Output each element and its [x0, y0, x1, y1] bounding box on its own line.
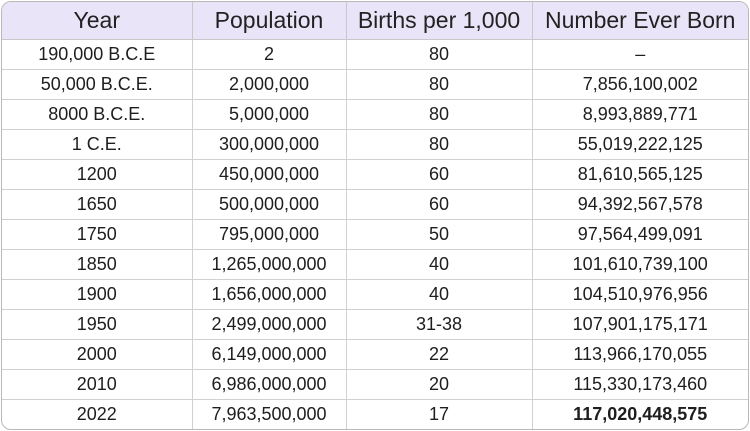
year-cell: 2010 [2, 369, 193, 400]
number-ever-born-cell: 101,610,739,100 [532, 249, 748, 280]
number-ever-born-cell: 117,020,448,575 [573, 404, 708, 424]
number-ever-born-cell: 7,856,100,002 [532, 69, 748, 100]
population-cell: 2 [192, 39, 347, 70]
header-row: Year Population Births per 1,000 Number … [2, 2, 748, 40]
births-cell: 80 [346, 69, 533, 100]
number-ever-born-cell: 97,564,499,091 [532, 219, 748, 250]
births-cell: 17 [346, 399, 533, 429]
population-cell: 2,000,000 [192, 69, 347, 100]
population-cell: 1,656,000,000 [192, 279, 347, 310]
population-cell: 7,963,500,000 [192, 399, 347, 429]
header-year: Year [2, 2, 193, 40]
births-cell: 80 [346, 129, 533, 160]
population-cell: 450,000,000 [192, 159, 347, 190]
table-row: 2010 6,986,000,000 20 115,330,173,460 [2, 369, 748, 400]
population-cell: 1,265,000,000 [192, 249, 347, 280]
year-cell: 8000 B.C.E. [2, 99, 193, 130]
number-ever-born-cell: – [532, 39, 748, 70]
year-cell: 50,000 B.C.E. [2, 69, 193, 100]
table-row: 1200 450,000,000 60 81,610,565,125 [2, 159, 748, 190]
table-row: 2000 6,149,000,000 22 113,966,170,055 [2, 339, 748, 370]
births-cell: 60 [346, 189, 533, 220]
table-row: 2022 7,963,500,000 17 117,020,448,575 [2, 399, 748, 429]
year-cell: 1200 [2, 159, 193, 190]
year-cell: 1650 [2, 189, 193, 220]
births-cell: 31-38 [346, 309, 533, 340]
number-ever-born-cell: 107,901,175,171 [532, 309, 748, 340]
table-row: 190,000 B.C.E 2 80– [2, 39, 748, 70]
births-cell: 50 [346, 219, 533, 250]
header-births-per-1000: Births per 1,000 [346, 2, 533, 40]
table-row: 1 C.E. 300,000,000 80 55,019,222,125 [2, 129, 748, 160]
births-cell: 40 [346, 249, 533, 280]
year-cell: 1950 [2, 309, 193, 340]
table-header: Year Population Births per 1,000 Number … [2, 2, 748, 40]
number-ever-born-cell: 81,610,565,125 [532, 159, 748, 190]
number-ever-born-cell: 104,510,976,956 [532, 279, 748, 310]
number-ever-born-cell: 55,019,222,125 [532, 129, 748, 160]
number-ever-born-cell: 8,993,889,771 [532, 99, 748, 130]
table-body: 190,000 B.C.E 2 80–50,000 B.C.E. 2,000,000 8… [2, 39, 748, 429]
births-cell: 22 [346, 339, 533, 370]
table-row: 1650 500,000,000 60 94,392,567,578 [2, 189, 748, 220]
births-cell: 60 [346, 159, 533, 190]
year-cell: 1 C.E. [2, 129, 193, 160]
births-cell: 20 [346, 369, 533, 400]
population-cell: 5,000,000 [192, 99, 347, 130]
table-row: 1750 795,000,000 50 97,564,499,091 [2, 219, 748, 250]
births-cell: 40 [346, 279, 533, 310]
births-cell: 80 [346, 99, 533, 130]
table-row: 1900 1,656,000,000 40 104,510,976,956 [2, 279, 748, 310]
population-cell: 2,499,000,000 [192, 309, 347, 340]
year-cell: 2022 [2, 399, 193, 429]
year-cell: 1900 [2, 279, 193, 310]
population-cell: 6,986,000,000 [192, 369, 347, 400]
number-ever-born-cell: 94,392,567,578 [532, 189, 748, 220]
population-cell: 300,000,000 [192, 129, 347, 160]
population-cell: 6,149,000,000 [192, 339, 347, 370]
population-cell: 500,000,000 [192, 189, 347, 220]
year-cell: 1750 [2, 219, 193, 250]
births-cell: 80 [346, 39, 533, 70]
header-number-ever-born: Number Ever Born [532, 2, 748, 40]
table-row: 1850 1,265,000,000 40 101,610,739,100 [2, 249, 748, 280]
year-cell: 190,000 B.C.E [2, 39, 193, 70]
population-cell: 795,000,000 [192, 219, 347, 250]
year-cell: 2000 [2, 339, 193, 370]
header-population: Population [192, 2, 347, 40]
year-cell: 1850 [2, 249, 193, 280]
table-row: 50,000 B.C.E. 2,000,000 80 7,856,100,002 [2, 69, 748, 100]
table-row: 8000 B.C.E. 5,000,000 80 8,993,889,771 [2, 99, 748, 130]
number-ever-born-cell: 113,966,170,055 [532, 339, 748, 370]
table-row: 1950 2,499,000,000 31-38 107,901,175,171 [2, 309, 748, 340]
number-ever-born-cell: 115,330,173,460 [532, 369, 748, 400]
